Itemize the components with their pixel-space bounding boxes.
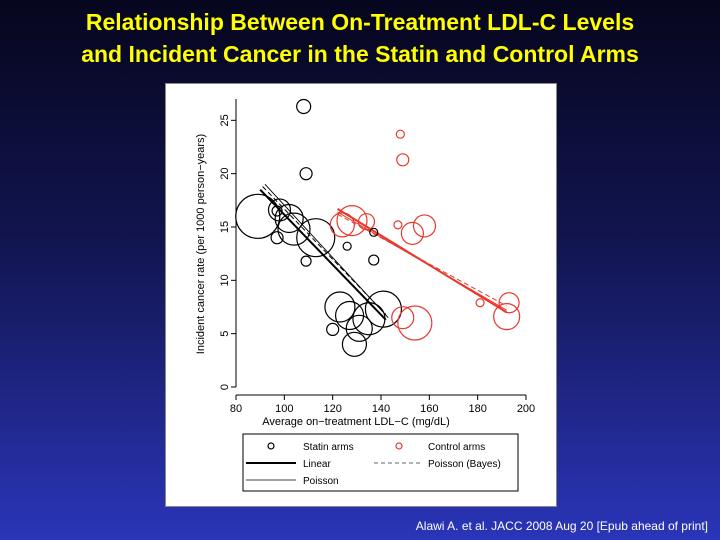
statin-point xyxy=(296,98,312,115)
statin-point xyxy=(368,254,380,266)
control-point xyxy=(357,213,376,231)
slide-title-line2: and Incident Cancer in the Statin and Co… xyxy=(81,41,639,67)
x-tick-label: 80 xyxy=(230,403,242,415)
legend-label-control: Control arms xyxy=(428,442,485,453)
control-point xyxy=(498,292,520,314)
legend-label-poisson-bayes: Poisson (Bayes) xyxy=(428,459,501,470)
x-tick-label: 160 xyxy=(420,403,438,415)
statin-point xyxy=(299,167,313,181)
control-point xyxy=(329,212,355,238)
y-tick-label: 10 xyxy=(219,274,231,286)
control-point xyxy=(493,303,521,331)
control-point xyxy=(412,214,437,238)
x-tick-label: 180 xyxy=(468,403,486,415)
y-tick-label: 20 xyxy=(219,168,231,180)
x-tick-label: 100 xyxy=(275,403,293,415)
x-tick-label: 140 xyxy=(372,403,390,415)
fit-line-control-poisson xyxy=(337,211,507,311)
statin-point xyxy=(324,291,356,323)
y-axis-label: Incident cancer rate (per 1000 person−ye… xyxy=(195,134,207,354)
legend-label-poisson: Poisson xyxy=(303,476,339,487)
statin-point xyxy=(326,322,340,336)
statin-point xyxy=(270,231,284,245)
statin-point xyxy=(271,205,283,217)
statin-point xyxy=(300,255,312,267)
fit-line-statin-poisson xyxy=(264,184,389,318)
x-tick-label: 120 xyxy=(323,403,341,415)
legend-marker-control xyxy=(395,442,403,450)
statin-point xyxy=(296,218,336,258)
slide-title: Relationship Between On-Treatment LDL-C … xyxy=(0,6,720,70)
legend: Statin arms Control arms Linear Poisson … xyxy=(242,433,519,492)
statin-point xyxy=(352,302,386,336)
y-tick-label: 0 xyxy=(219,384,231,390)
citation: Alawi A. et al. JACC 2008 Aug 20 [Epub a… xyxy=(415,519,708,533)
legend-marker-statin xyxy=(267,442,275,450)
chart-panel: 0 5 10 15 20 25 80 100 120 140 160 180 200 Average o… xyxy=(165,83,557,507)
control-point xyxy=(475,298,485,308)
statin-point xyxy=(235,193,281,239)
statin-point xyxy=(267,198,292,222)
statin-point xyxy=(342,241,352,251)
control-point xyxy=(396,153,410,167)
y-tick-label: 5 xyxy=(219,331,231,337)
x-tick-label: 200 xyxy=(517,403,535,415)
statin-point xyxy=(369,227,379,237)
y-tick-label: 25 xyxy=(219,114,231,126)
control-point xyxy=(400,221,425,245)
control-point xyxy=(336,205,368,237)
y-tick-label: 15 xyxy=(219,221,231,233)
statin-point xyxy=(341,331,368,357)
scatter-chart: 0 5 10 15 20 25 80 100 120 140 160 180 200 Average o… xyxy=(195,98,535,492)
slide-title-line1: Relationship Between On-Treatment LDL-C … xyxy=(85,9,635,35)
control-point xyxy=(393,220,403,230)
statin-point xyxy=(345,314,373,342)
control-point xyxy=(395,129,405,139)
statin-point xyxy=(274,203,304,234)
statin-point xyxy=(277,212,311,246)
legend-label-linear: Linear xyxy=(303,459,331,470)
x-axis-label: Average on−treatment LDL−C (mg/dL) xyxy=(262,416,450,428)
statin-point xyxy=(364,290,403,328)
control-point xyxy=(397,305,433,341)
control-point xyxy=(391,306,415,330)
legend-label-statin: Statin arms xyxy=(303,442,354,453)
